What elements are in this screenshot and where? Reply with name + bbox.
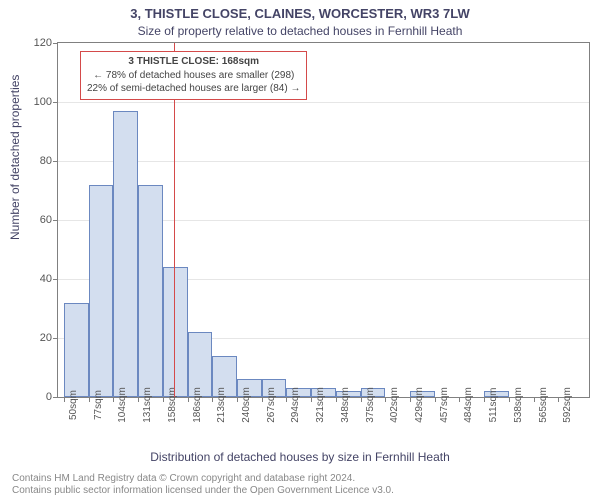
bar — [138, 185, 163, 397]
bar — [113, 111, 138, 397]
xtick-label: 321sqm — [315, 387, 326, 423]
gridline — [58, 102, 589, 103]
xtick-mark — [361, 397, 362, 402]
xtick-mark — [286, 397, 287, 402]
xtick-label: 131sqm — [142, 387, 153, 423]
xtick-label: 484sqm — [463, 387, 474, 423]
xtick-label: 104sqm — [117, 387, 128, 423]
xtick-mark — [336, 397, 337, 402]
xtick-mark — [64, 397, 65, 402]
x-axis-label: Distribution of detached houses by size … — [0, 450, 600, 464]
xtick-label: 240sqm — [241, 387, 252, 423]
xtick-mark — [89, 397, 90, 402]
ytick-mark — [53, 161, 58, 162]
ytick-label: 120 — [34, 37, 52, 49]
xtick-mark — [138, 397, 139, 402]
xtick-label: 213sqm — [216, 387, 227, 423]
xtick-mark — [113, 397, 114, 402]
bar — [64, 303, 89, 397]
xtick-label: 186sqm — [192, 387, 203, 423]
annotation-line-2: 22% of semi-detached houses are larger (… — [87, 82, 300, 96]
ytick-label: 0 — [46, 391, 52, 403]
xtick-label: 565sqm — [538, 387, 549, 423]
ytick-mark — [53, 279, 58, 280]
xtick-mark — [188, 397, 189, 402]
attribution-line-2: Contains public sector information licen… — [12, 485, 394, 496]
xtick-mark — [459, 397, 460, 402]
plot-area: 02040608010012050sqm77sqm104sqm131sqm158… — [57, 42, 590, 398]
xtick-label: 592sqm — [562, 387, 573, 423]
xtick-label: 457sqm — [439, 387, 450, 423]
ytick-mark — [53, 397, 58, 398]
ytick-mark — [53, 102, 58, 103]
xtick-label: 511sqm — [488, 388, 499, 423]
ytick-label: 60 — [40, 214, 52, 226]
xtick-mark — [237, 397, 238, 402]
y-axis-label: Number of detached properties — [8, 75, 22, 240]
xtick-mark — [509, 397, 510, 402]
bar — [163, 267, 188, 397]
xtick-mark — [435, 397, 436, 402]
ytick-mark — [53, 338, 58, 339]
xtick-mark — [163, 397, 164, 402]
annotation-box: 3 THISTLE CLOSE: 168sqm← 78% of detached… — [80, 51, 307, 100]
xtick-label: 50sqm — [68, 390, 79, 420]
chart-title-sub: Size of property relative to detached ho… — [0, 24, 600, 38]
xtick-label: 77sqm — [93, 390, 104, 420]
xtick-mark — [410, 397, 411, 402]
xtick-label: 402sqm — [389, 387, 400, 423]
xtick-label: 348sqm — [340, 387, 351, 423]
xtick-mark — [558, 397, 559, 402]
ytick-label: 40 — [40, 273, 52, 285]
attribution-line-1: Contains HM Land Registry data © Crown c… — [12, 473, 355, 484]
xtick-mark — [262, 397, 263, 402]
ytick-label: 100 — [34, 96, 52, 108]
annotation-title: 3 THISTLE CLOSE: 168sqm — [87, 55, 300, 69]
xtick-mark — [484, 397, 485, 402]
xtick-mark — [534, 397, 535, 402]
xtick-label: 429sqm — [414, 387, 425, 423]
xtick-label: 375sqm — [365, 387, 376, 423]
ytick-label: 20 — [40, 332, 52, 344]
xtick-label: 158sqm — [167, 387, 178, 423]
annotation-line-1: ← 78% of detached houses are smaller (29… — [87, 69, 300, 83]
ytick-mark — [53, 43, 58, 44]
bar — [89, 185, 114, 397]
xtick-mark — [311, 397, 312, 402]
xtick-label: 267sqm — [266, 387, 277, 423]
xtick-mark — [385, 397, 386, 402]
ytick-mark — [53, 220, 58, 221]
chart-title-main: 3, THISTLE CLOSE, CLAINES, WORCESTER, WR… — [0, 6, 600, 21]
ytick-label: 80 — [40, 155, 52, 167]
xtick-label: 294sqm — [290, 387, 301, 423]
xtick-label: 538sqm — [513, 387, 524, 423]
xtick-mark — [212, 397, 213, 402]
